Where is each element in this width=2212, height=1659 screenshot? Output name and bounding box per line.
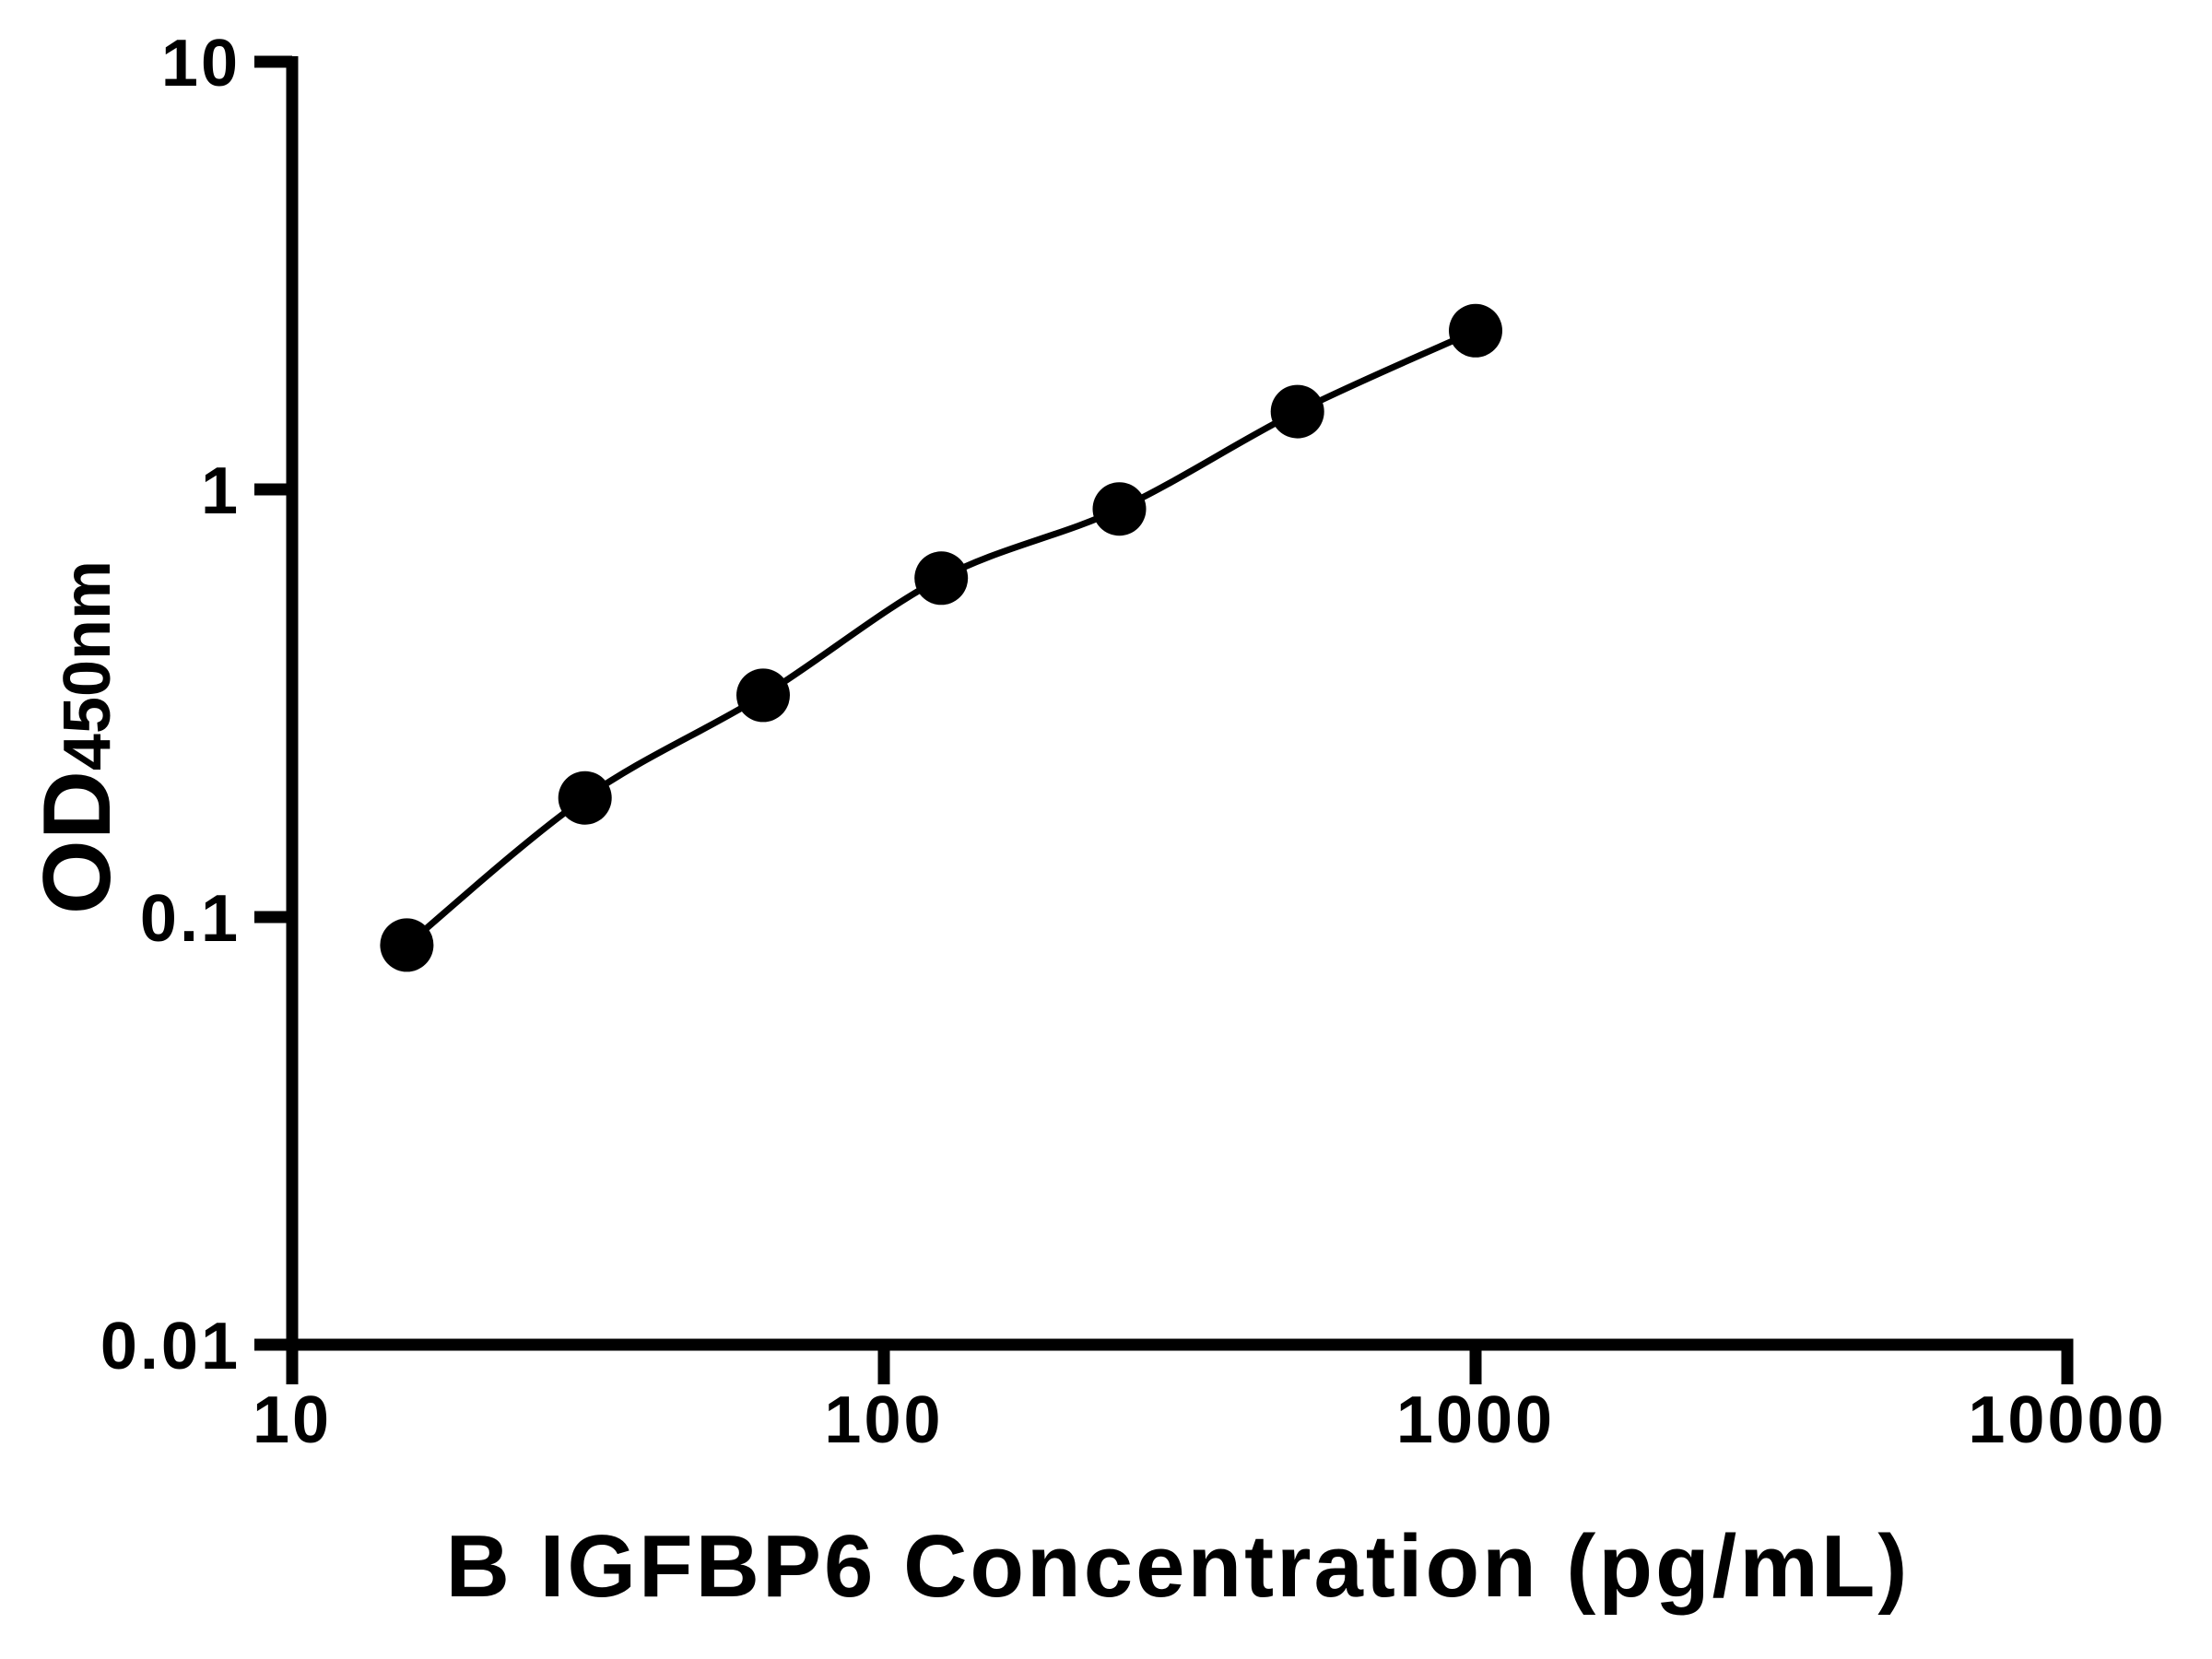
y-axis-title-main: OD [24, 771, 131, 914]
x-axis-title: B IGFBP6 Concentration (pg/mL) [446, 1517, 1911, 1616]
data-point [914, 551, 969, 606]
data-point [736, 668, 790, 723]
x-axis-ticks [286, 1345, 2074, 1384]
x-axis-tick-labels: 10 100 1000 10000 [253, 1383, 2166, 1457]
y-axis-ticks [254, 55, 292, 1351]
y-axis-title-sub: 450nm [51, 560, 124, 771]
x-tick-label: 1000 [1396, 1383, 1555, 1457]
data-points [380, 303, 1502, 972]
data-point [1092, 482, 1147, 536]
x-tick-label: 100 [824, 1383, 943, 1457]
y-tick-label: 1 [201, 454, 241, 528]
x-tick-label: 10000 [1968, 1383, 2166, 1457]
data-point [380, 918, 434, 972]
y-tick-label: 10 [161, 27, 241, 100]
data-point [1449, 303, 1502, 358]
y-axis-tick-labels: 10 1 0.1 0.01 [100, 27, 241, 1383]
x-tick-label: 10 [253, 1383, 332, 1457]
y-axis-title: OD450nm [24, 560, 131, 914]
y-tick-label: 0.01 [100, 1310, 241, 1383]
data-point [1270, 384, 1324, 439]
y-tick-label: 0.1 [140, 882, 241, 956]
data-point [558, 771, 612, 825]
